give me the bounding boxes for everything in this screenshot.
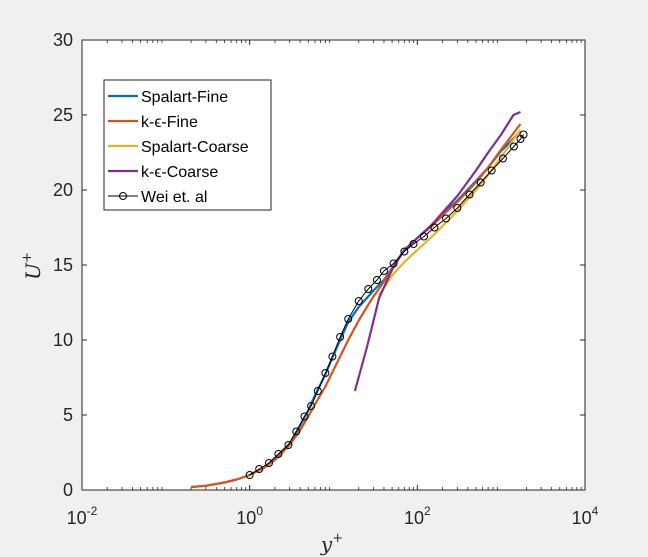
x-tick-label-base: 10 [572, 508, 592, 528]
data-point [430, 223, 439, 232]
y-tick-label: 25 [53, 105, 73, 125]
data-point [419, 232, 428, 241]
data-point [442, 214, 451, 223]
data-point [379, 267, 388, 275]
x-tick-label-base: 10 [67, 508, 87, 528]
data-point [300, 412, 309, 421]
data-point [476, 178, 485, 187]
x-tick-label: 102 [404, 504, 431, 528]
x-axis-title-sup: + [332, 531, 343, 546]
data-point [344, 315, 353, 323]
y-tick-label: 10 [53, 330, 73, 350]
y-tick-label: 15 [53, 255, 73, 275]
x-tick-label: 100 [236, 504, 263, 528]
series-wei-et-al [245, 130, 528, 479]
y-tick-labels: 0 5 10 15 20 25 30 [53, 30, 73, 500]
y-tick-label: 30 [53, 30, 73, 50]
legend-item-spalart-coarse: Spalart-Coarse [108, 139, 249, 156]
data-point [372, 276, 381, 284]
x-tick-label-exp: 4 [592, 504, 599, 518]
series-k-fine [190, 123, 522, 489]
y-axis-title-main: U [21, 262, 45, 280]
legend-marker [119, 192, 127, 200]
x-axis-title-main: y [320, 532, 333, 556]
legend-item-k-coarse: k-ϵ-Coarse [108, 164, 218, 181]
data-point [498, 154, 507, 163]
x-tick-label-exp: 2 [424, 504, 431, 518]
x-tick-label-base: 10 [404, 508, 424, 528]
data-point [255, 465, 264, 473]
legend: Spalart-Fine k-ϵ-Fine Spalart-Coarse k-ϵ-Co… [103, 79, 272, 211]
legend-label: Wei et. al [141, 189, 207, 206]
data-point [400, 247, 409, 256]
x-axis-title: y+ [320, 531, 343, 556]
legend-label: Spalart-Fine [141, 89, 228, 106]
x-tick-labels: 10-2 100 102 104 [67, 504, 599, 528]
data-point [389, 259, 398, 268]
data-point [274, 450, 283, 458]
data-point [364, 285, 373, 293]
y-tick-label: 5 [63, 405, 73, 425]
legend-item-wei-et-al: Wei et. al [108, 189, 207, 206]
y-axis-title: U+ [20, 252, 45, 280]
data-point [519, 130, 528, 139]
data-point [509, 142, 518, 151]
data-point [264, 459, 273, 467]
series-line-k-coarse [353, 110, 521, 392]
data-point [409, 240, 418, 248]
legend-item-k-fine: k-ϵ-Fine [108, 114, 198, 131]
y-tick-label: 0 [63, 480, 73, 500]
data-point [453, 204, 462, 212]
data-point [336, 333, 345, 341]
data-point [487, 166, 496, 175]
series-line-wei-et-al [249, 134, 524, 476]
plot-box [81, 39, 586, 491]
data-point [292, 427, 301, 436]
x-tick-label: 10-2 [67, 504, 98, 528]
y-tick-label: 20 [53, 180, 73, 200]
data-point [354, 297, 363, 305]
data-point [313, 387, 322, 395]
legend-label: k-ϵ-Coarse [141, 164, 218, 181]
series-line-k-fine [190, 123, 522, 489]
x-tick-label-exp: -2 [87, 504, 98, 518]
data-point [245, 471, 254, 479]
legend-label: Spalart-Coarse [141, 139, 249, 156]
data-point [284, 441, 293, 449]
data-point [328, 352, 337, 361]
data-point [307, 402, 316, 410]
legend-label: k-ϵ-Fine [141, 114, 198, 131]
legend-item-spalart-fine: Spalart-Fine [108, 89, 228, 106]
data-point [321, 369, 330, 377]
y-axis-title-sup: + [20, 252, 35, 263]
x-tick-label: 104 [572, 504, 599, 528]
series-layer [190, 110, 528, 489]
data-point [465, 190, 474, 199]
series-k-coarse [353, 110, 521, 392]
x-tick-label-exp: 0 [256, 504, 263, 518]
x-tick-label-base: 10 [236, 508, 256, 528]
